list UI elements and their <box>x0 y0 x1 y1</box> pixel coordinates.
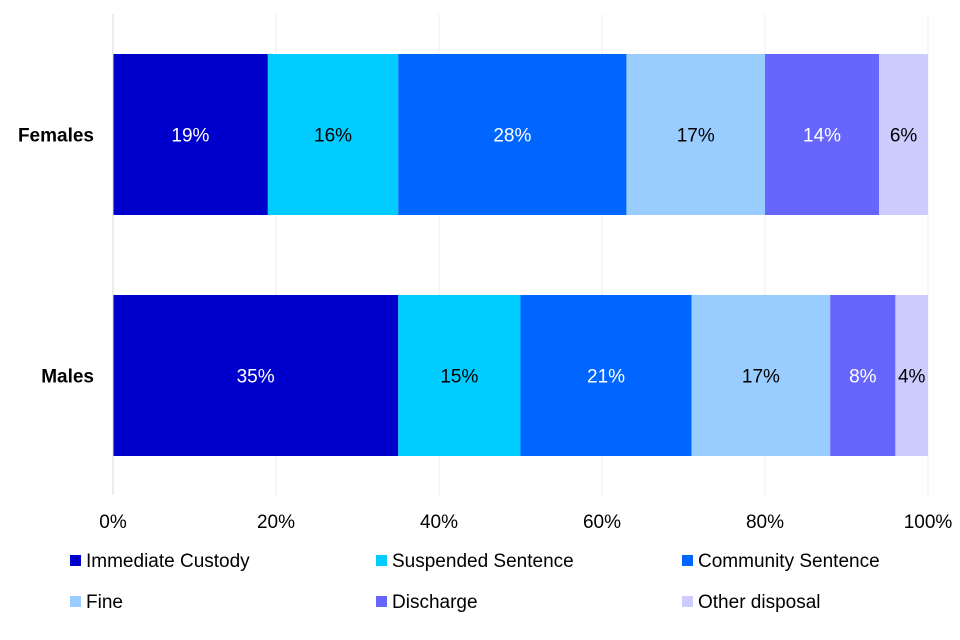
x-tick-label: 100% <box>904 512 953 533</box>
bar-segment-females-suspended-sentence <box>267 54 399 215</box>
bar-segment-females-discharge <box>765 54 880 215</box>
legend-item-community-sentence: Community Sentence <box>682 551 880 572</box>
data-label: 35% <box>237 367 275 388</box>
data-label: 14% <box>803 126 841 147</box>
x-tick-label: 20% <box>257 512 295 533</box>
category-label-females: Females <box>18 126 94 147</box>
bar-segment-females-community-sentence <box>398 54 627 215</box>
legend-item-fine: Fine <box>70 592 123 613</box>
legend-label: Discharge <box>392 592 478 613</box>
data-label: 15% <box>440 367 478 388</box>
bar-segment-males-fine <box>691 295 831 456</box>
bar-segment-males-other-disposal <box>895 295 928 456</box>
data-label: 21% <box>587 367 625 388</box>
bar-segment-males-discharge <box>830 295 896 456</box>
legend-swatch <box>682 555 693 566</box>
bar-segment-males-suspended-sentence <box>398 295 521 456</box>
legend-label: Suspended Sentence <box>392 551 574 572</box>
bar-segment-females-immediate-custody <box>113 54 268 215</box>
x-axis-tick-labels: 0% 20% 40% 60% 80% 100% <box>99 512 952 533</box>
data-label: 8% <box>849 367 877 388</box>
x-tick-label: 40% <box>420 512 458 533</box>
legend: Immediate Custody Suspended Sentence Commu… <box>70 551 880 613</box>
x-tick-label: 80% <box>746 512 784 533</box>
bar-segments <box>113 54 928 456</box>
data-label: 6% <box>890 126 918 147</box>
legend-item-discharge: Discharge <box>376 592 478 613</box>
legend-label: Immediate Custody <box>86 551 250 572</box>
data-labels: 19% 16% 28% 17% 14% 6% 35% 15% 21% 17% 8% 4% <box>171 126 925 388</box>
category-labels: Females Males <box>18 126 94 388</box>
legend-item-suspended-sentence: Suspended Sentence <box>376 551 574 572</box>
legend-item-other-disposal: Other disposal <box>682 592 821 613</box>
bar-segment-males-community-sentence <box>520 295 692 456</box>
data-label: 17% <box>677 126 715 147</box>
data-label: 4% <box>898 367 926 388</box>
legend-swatch <box>70 596 81 607</box>
bar-segment-females-fine <box>626 54 765 215</box>
category-label-males: Males <box>41 367 94 388</box>
legend-swatch <box>70 555 81 566</box>
legend-swatch <box>682 596 693 607</box>
legend-label: Other disposal <box>698 592 821 613</box>
x-tick-label: 0% <box>99 512 127 533</box>
data-label: 19% <box>171 126 209 147</box>
legend-label: Fine <box>86 592 123 613</box>
legend-item-immediate-custody: Immediate Custody <box>70 551 250 572</box>
data-label: 16% <box>314 126 352 147</box>
legend-label: Community Sentence <box>698 551 880 572</box>
data-label: 17% <box>742 367 780 388</box>
bar-segment-females-other-disposal <box>879 54 928 215</box>
legend-swatch <box>376 555 387 566</box>
x-tick-label: 60% <box>583 512 621 533</box>
legend-swatch <box>376 596 387 607</box>
bar-segment-males-immediate-custody <box>113 295 399 456</box>
data-label: 28% <box>493 126 531 147</box>
